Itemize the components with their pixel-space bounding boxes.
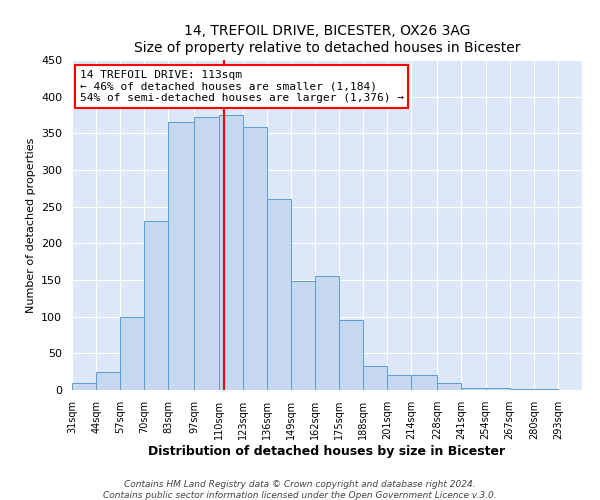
Bar: [267, 200, 291, 390]
Bar: [145, 222, 169, 390]
X-axis label: Distribution of detached houses by size in Bicester: Distribution of detached houses by size …: [148, 444, 506, 458]
Bar: [412, 374, 437, 390]
Bar: [242, 128, 267, 390]
Bar: [218, 115, 242, 390]
Bar: [291, 282, 315, 390]
Title: 14, TREFOIL DRIVE, BICESTER, OX26 3AG
Size of property relative to detached hous: 14, TREFOIL DRIVE, BICESTER, OX26 3AG Si…: [134, 24, 520, 54]
Bar: [315, 276, 339, 390]
Y-axis label: Number of detached properties: Number of detached properties: [26, 138, 35, 312]
Bar: [72, 382, 96, 390]
Bar: [461, 388, 485, 390]
Bar: [534, 388, 558, 390]
Bar: [363, 366, 387, 390]
Bar: [194, 117, 218, 390]
Bar: [339, 320, 363, 390]
Bar: [96, 372, 120, 390]
Text: 14 TREFOIL DRIVE: 113sqm
← 46% of detached houses are smaller (1,184)
54% of sem: 14 TREFOIL DRIVE: 113sqm ← 46% of detach…: [80, 70, 404, 103]
Text: Contains HM Land Registry data © Crown copyright and database right 2024.
Contai: Contains HM Land Registry data © Crown c…: [103, 480, 497, 500]
Bar: [485, 388, 509, 390]
Bar: [437, 382, 461, 390]
Bar: [169, 122, 194, 390]
Bar: [387, 374, 412, 390]
Bar: [120, 316, 145, 390]
